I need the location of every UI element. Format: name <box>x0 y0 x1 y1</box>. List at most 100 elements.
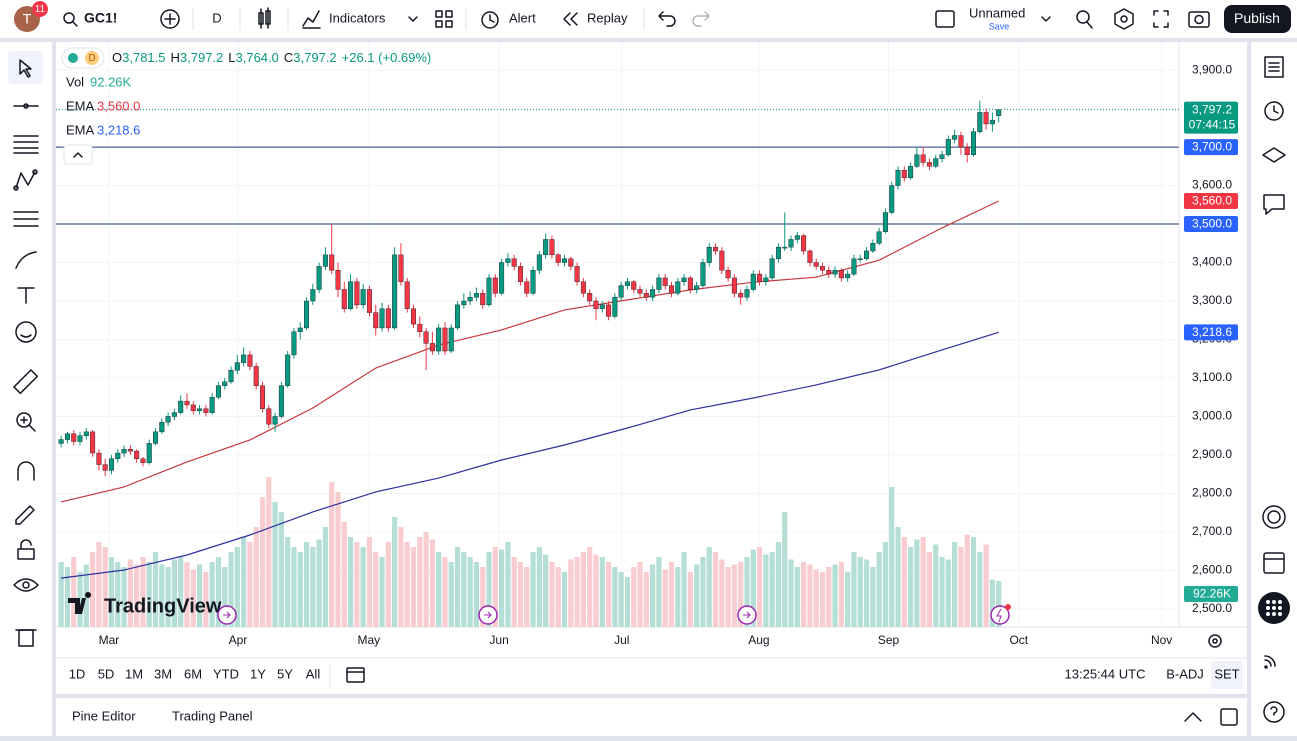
collapse-legend[interactable] <box>63 144 93 165</box>
projection-tool[interactable] <box>13 211 39 227</box>
quick-search[interactable] <box>1076 10 1093 29</box>
indicators-button[interactable]: Indicators <box>329 10 386 25</box>
volume-bar <box>933 544 939 627</box>
candle-body <box>996 109 1002 116</box>
stay-drawing[interactable] <box>15 505 35 525</box>
volume-bar <box>964 534 970 627</box>
alert-button[interactable]: Alert <box>509 10 536 25</box>
candle-body <box>178 400 184 413</box>
cursor-tool[interactable] <box>19 59 32 78</box>
clock[interactable]: 13:25:44 UTC <box>1065 666 1146 681</box>
range-button[interactable]: 1M <box>125 666 143 681</box>
volume-bar <box>392 517 398 627</box>
candle-body <box>738 293 744 298</box>
range-button[interactable]: 3M <box>154 666 172 681</box>
fullscreen[interactable] <box>1153 10 1169 28</box>
line-tool[interactable] <box>13 103 39 109</box>
search-icon[interactable] <box>63 12 78 27</box>
products-dots <box>1266 600 1282 616</box>
add-symbol[interactable] <box>160 9 180 29</box>
maximize-panel[interactable] <box>1220 708 1238 726</box>
zoom-tool[interactable] <box>16 412 36 432</box>
candle-body <box>411 308 417 325</box>
publish-button[interactable] <box>1224 5 1291 33</box>
range-button[interactable]: 6M <box>184 666 202 681</box>
candle-body <box>763 277 769 282</box>
lock-tool[interactable] <box>17 539 35 560</box>
volume-bar <box>977 552 983 627</box>
range-button[interactable]: All <box>306 666 321 681</box>
help[interactable] <box>1263 701 1285 723</box>
brush-tool[interactable] <box>15 251 37 269</box>
ema-name: EMA <box>66 98 95 113</box>
interval[interactable]: D <box>212 10 221 25</box>
chats[interactable] <box>1263 194 1285 215</box>
layout-name[interactable]: Unnamed <box>969 5 1025 20</box>
candle-body <box>423 331 429 344</box>
vol-name: Vol <box>66 74 84 89</box>
templates-icon[interactable] <box>435 10 453 28</box>
volume-bar <box>832 564 838 627</box>
y-tick-label: 3,100.0 <box>1192 370 1232 384</box>
save-label[interactable]: Save <box>989 21 1010 31</box>
volume-bar <box>895 527 901 627</box>
watchlist[interactable] <box>1264 56 1284 78</box>
range-button[interactable]: 1Y <box>250 666 266 681</box>
undo[interactable] <box>658 11 676 27</box>
symbol[interactable]: GC1! <box>84 10 117 26</box>
x-tick-label: Jul <box>614 633 629 647</box>
layout-icon[interactable] <box>935 10 955 28</box>
text-tool[interactable] <box>17 287 35 304</box>
ideas[interactable] <box>1262 505 1286 529</box>
y-tick-label: 3,000.0 <box>1192 409 1232 423</box>
measure-tool[interactable] <box>13 369 39 395</box>
replay-button[interactable]: Replay <box>587 10 628 25</box>
pattern-tool[interactable] <box>13 169 38 191</box>
axis-settings[interactable] <box>1208 634 1222 648</box>
signals[interactable] <box>1264 655 1276 669</box>
fib-tool[interactable] <box>13 135 39 154</box>
alerts-panel[interactable] <box>1264 101 1284 121</box>
alert-icon[interactable] <box>481 11 499 29</box>
volume-bar <box>360 547 366 627</box>
chevron[interactable] <box>408 16 418 22</box>
volume-bar <box>624 577 631 627</box>
candle-body <box>687 277 693 290</box>
delete-tool[interactable] <box>15 629 37 647</box>
range-button[interactable]: 1D <box>69 666 86 681</box>
redo[interactable] <box>692 11 710 27</box>
volume-bar <box>574 557 580 627</box>
adjustment[interactable]: B-ADJ <box>1166 666 1204 681</box>
candle-body <box>505 258 511 263</box>
volume-bar <box>461 552 467 627</box>
snapshot[interactable] <box>1188 11 1210 28</box>
volume-bar <box>241 537 247 627</box>
hide-tool[interactable] <box>13 578 39 592</box>
session[interactable]: SET <box>1214 666 1239 681</box>
candle-body <box>662 277 668 286</box>
range-button[interactable]: 5Y <box>277 666 293 681</box>
calendar[interactable] <box>1263 552 1285 574</box>
chevron[interactable] <box>1041 16 1051 22</box>
volume-bar <box>366 537 373 627</box>
magnet-tool[interactable] <box>17 461 35 481</box>
chart-type-icon[interactable] <box>258 7 271 29</box>
range-button[interactable]: YTD <box>213 666 239 681</box>
candle-body <box>455 304 461 329</box>
emoji-tool[interactable] <box>15 321 37 343</box>
panel-tab[interactable]: Pine Editor <box>72 708 136 723</box>
replay-icon[interactable] <box>563 12 578 26</box>
collapse-chevron <box>73 152 83 158</box>
range-button[interactable]: 5D <box>98 666 115 681</box>
data-window[interactable] <box>1262 147 1286 163</box>
y-tick-label: 2,800.0 <box>1192 486 1232 500</box>
settings[interactable] <box>1114 8 1134 30</box>
volume-bar <box>549 562 555 627</box>
panel-tab[interactable]: Trading Panel <box>172 708 253 723</box>
volume-bar <box>763 554 769 627</box>
volume-bar <box>354 542 360 627</box>
expand-panel[interactable] <box>1184 712 1202 722</box>
goto-date[interactable] <box>346 667 365 683</box>
indicators-icon[interactable] <box>302 10 321 29</box>
candle-body <box>750 273 756 290</box>
